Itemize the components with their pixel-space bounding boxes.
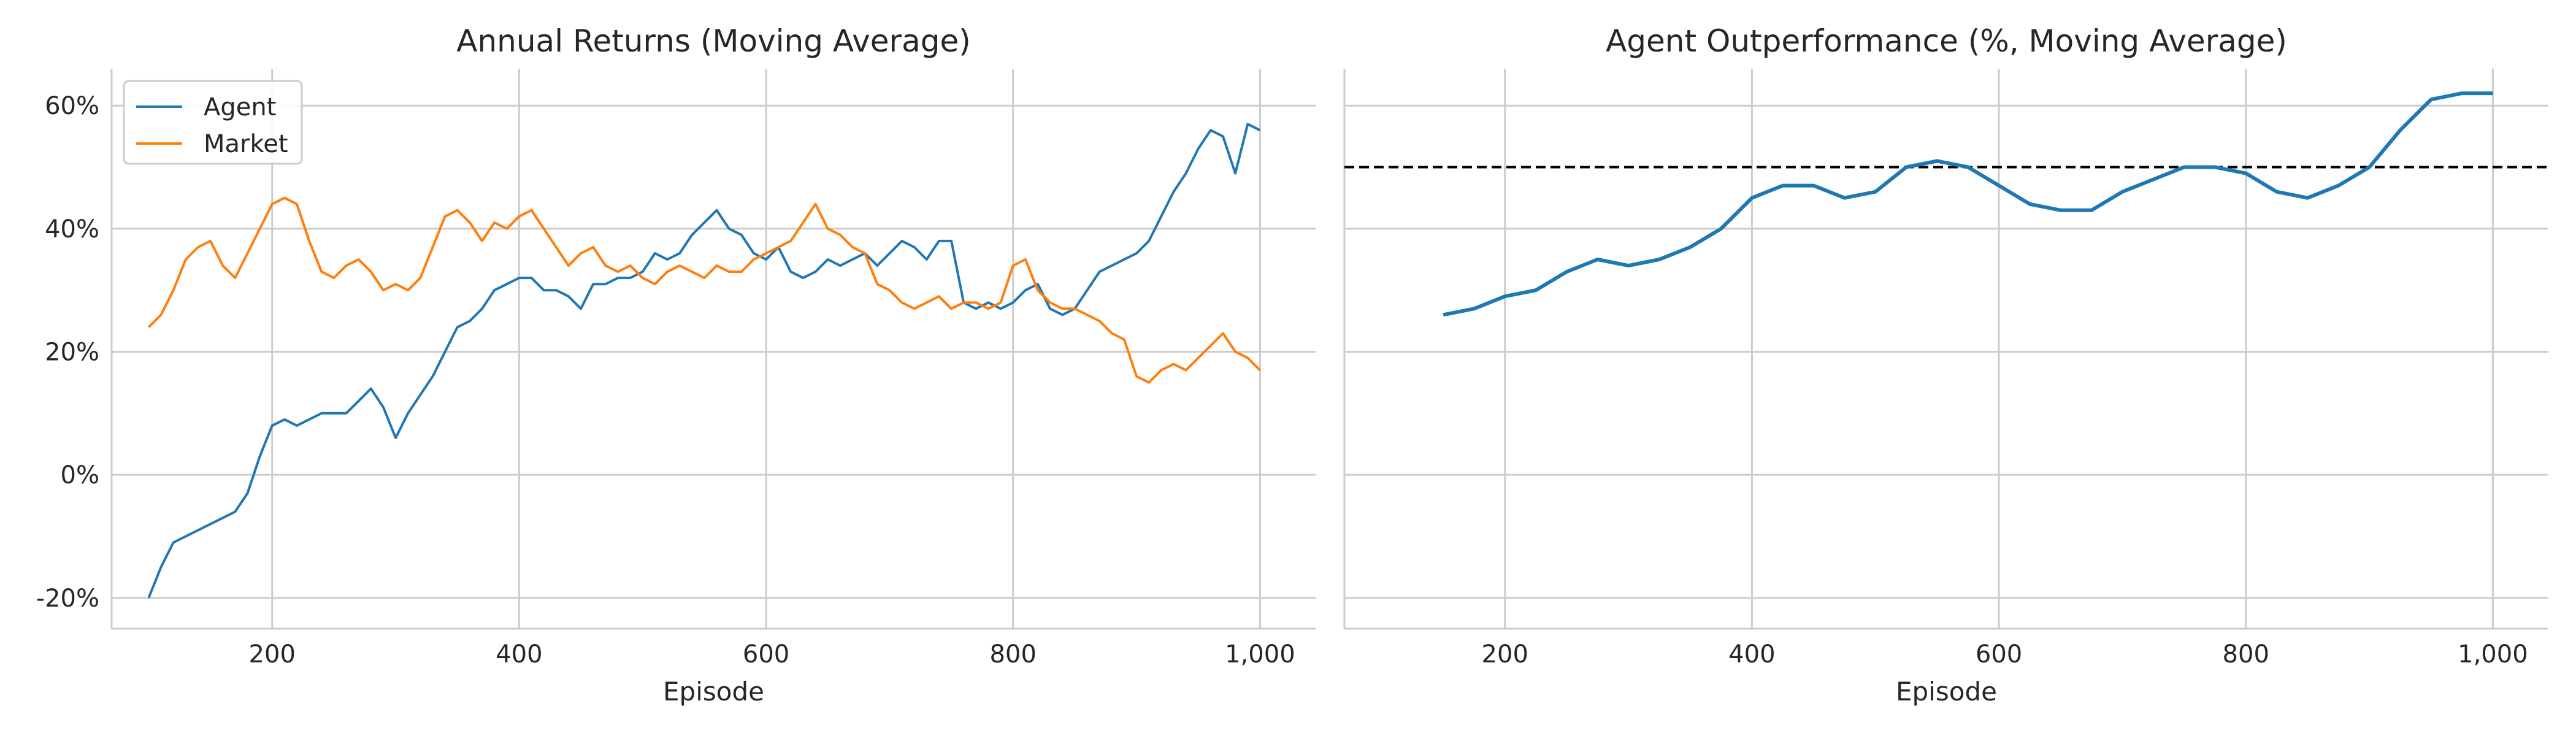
- returns-chart-legend-label: Agent: [204, 93, 276, 121]
- outperformance-chart: Agent Outperformance (%, Moving Average)…: [1343, 23, 2548, 707]
- outperformance-chart-grid: [1344, 69, 2548, 629]
- outperformance-chart-xtick-label: 800: [2223, 640, 2269, 669]
- returns-chart-xtick-label: 200: [249, 640, 296, 669]
- outperformance-chart-xtick-label: 200: [1482, 640, 1528, 669]
- returns-chart-xtick-label: 800: [990, 640, 1037, 669]
- outperformance-chart-title: Agent Outperformance (%, Moving Average): [1606, 23, 2287, 59]
- outperformance-chart-series-line-0: [1443, 91, 2493, 317]
- returns-chart-legend-label: Market: [204, 130, 288, 158]
- returns-chart-ytick-label: 60%: [45, 92, 99, 120]
- returns-chart-legend: Agent Market: [123, 80, 303, 165]
- returns-chart-series-line-agent: [147, 123, 1261, 599]
- returns-chart-ytick-label: 0%: [61, 461, 99, 489]
- returns-chart: Annual Returns (Moving Average) Episode …: [36, 23, 1316, 707]
- outperformance-chart-xtick-label: 400: [1728, 640, 1775, 669]
- returns-chart-ytick-label: 20%: [45, 339, 99, 367]
- outperformance-chart-xlabel: Episode: [1896, 677, 1997, 707]
- returns-chart-xtick-label: 1,000: [1225, 640, 1295, 669]
- returns-chart-ytick-label: 40%: [45, 215, 99, 243]
- returns-chart-ytick-label: -20%: [36, 585, 99, 613]
- returns-chart-xlabel: Episode: [663, 677, 764, 707]
- returns-chart-series-line-market: [147, 196, 1261, 384]
- returns-chart-xtick-label: 600: [743, 640, 789, 669]
- outperformance-chart-xtick-label: 600: [1976, 640, 2022, 669]
- returns-chart-title: Annual Returns (Moving Average): [456, 23, 970, 59]
- outperformance-chart-xtick-label: 1,000: [2458, 640, 2528, 669]
- returns-chart-xtick-label: 400: [496, 640, 542, 669]
